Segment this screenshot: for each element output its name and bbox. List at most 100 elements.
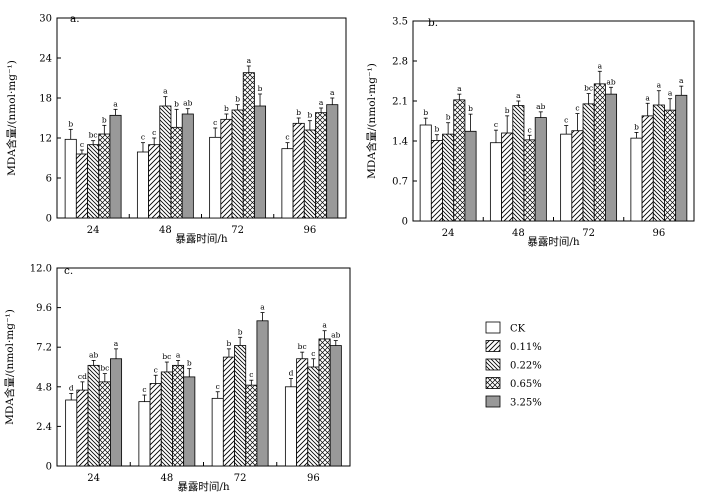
bar [183, 376, 196, 467]
y-tick-label: 12.0 [30, 264, 52, 275]
significance-letter: d [289, 369, 294, 378]
significance-letter: d [69, 383, 74, 392]
significance-letter: c [142, 385, 146, 394]
y-axis-title: MDA含量/(nmol·mg⁻¹) [3, 309, 16, 425]
x-tick-label: 24 [87, 225, 100, 236]
significance-letter: c [141, 133, 145, 142]
bar [582, 103, 595, 222]
bar [256, 320, 269, 467]
x-tick-label: 96 [653, 228, 666, 239]
y-tick-label: 2.8 [392, 57, 408, 68]
y-tick-label: 3.5 [392, 17, 408, 28]
bar [75, 153, 88, 219]
bar [149, 383, 162, 467]
bar [234, 345, 247, 467]
significance-letter: b [505, 106, 510, 115]
bar [245, 384, 258, 467]
bar [284, 386, 297, 467]
significance-letter: a [322, 321, 327, 330]
panel-label: a. [70, 13, 80, 25]
significance-letter: bc [298, 342, 307, 351]
bar [148, 144, 161, 219]
significance-letter: c [527, 125, 531, 134]
significance-letter: a [645, 93, 650, 102]
significance-letter: a [598, 61, 603, 70]
legend: CK 0.11% 0.22% 0.65% 3.25% [485, 321, 542, 409]
x-axis-title: 暴露时间/h [527, 235, 580, 248]
bar [652, 104, 665, 222]
significance-letter: b [307, 111, 312, 120]
bar [65, 399, 78, 467]
legend-label: CK [510, 324, 526, 335]
significance-letter: c [285, 133, 289, 142]
y-tick-label: 9.6 [36, 303, 52, 314]
significance-letter: c [80, 140, 84, 149]
bar [160, 371, 173, 467]
bar [211, 397, 224, 467]
significance-letter: a [679, 76, 684, 85]
bar [220, 118, 233, 219]
bar [605, 93, 618, 222]
significance-letter: b [435, 125, 440, 134]
significance-letter: bc [584, 84, 593, 93]
y-tick-label: 0.7 [392, 177, 408, 188]
bar [464, 130, 477, 222]
significance-letter: b [227, 339, 232, 348]
bar [593, 83, 606, 222]
bar [170, 126, 183, 219]
panel-label: c. [64, 265, 73, 277]
bar [254, 105, 267, 219]
y-tick-label: 0 [46, 214, 52, 225]
significance-letter: cd [78, 372, 87, 381]
bar [209, 136, 222, 219]
significance-letter: b [174, 99, 179, 108]
significance-letter: ab [183, 99, 192, 108]
significance-letter: a [319, 98, 324, 107]
significance-letter: b [634, 122, 639, 131]
bar [87, 144, 100, 219]
bar [326, 104, 339, 219]
significance-letter: c [213, 118, 217, 127]
significance-letter: c [249, 370, 253, 379]
significance-letter: ab [606, 77, 615, 86]
significance-letter: c [154, 365, 158, 374]
significance-letter: a [330, 88, 335, 97]
bar [138, 401, 151, 467]
significance-letter: a [457, 84, 462, 93]
significance-letter: b [296, 108, 301, 117]
bar [501, 132, 514, 222]
bar [675, 94, 688, 222]
significance-letter: a [163, 87, 168, 96]
significance-letter: b [224, 104, 229, 113]
legend-label: 0.65% [510, 379, 542, 390]
significance-letter: b [238, 327, 243, 336]
legend-swatch [485, 377, 501, 389]
bar [98, 381, 111, 467]
significance-letter: ab [536, 102, 545, 111]
bar [453, 99, 466, 222]
bar [512, 105, 525, 222]
bar [87, 364, 100, 467]
bar [231, 109, 244, 219]
bar [318, 338, 331, 467]
bar [64, 138, 77, 219]
x-axis-title: 暴露时间/h [177, 480, 230, 493]
significance-letter: c [494, 120, 498, 129]
x-tick-label: 48 [512, 228, 525, 239]
bar [419, 124, 432, 222]
legend-swatch [485, 358, 501, 371]
significance-letter: a [260, 303, 265, 312]
bar [181, 113, 194, 219]
x-tick-label: 48 [161, 473, 174, 484]
panel-label: b. [428, 17, 438, 29]
significance-letter: c [575, 104, 579, 113]
y-tick-label: 24 [39, 54, 52, 65]
significance-letter: c [564, 116, 568, 125]
x-axis-title: 暴露时间/h [175, 232, 228, 245]
bar [159, 105, 172, 219]
y-tick-label: 0 [46, 462, 52, 473]
bar [560, 133, 573, 222]
bar [136, 151, 149, 219]
